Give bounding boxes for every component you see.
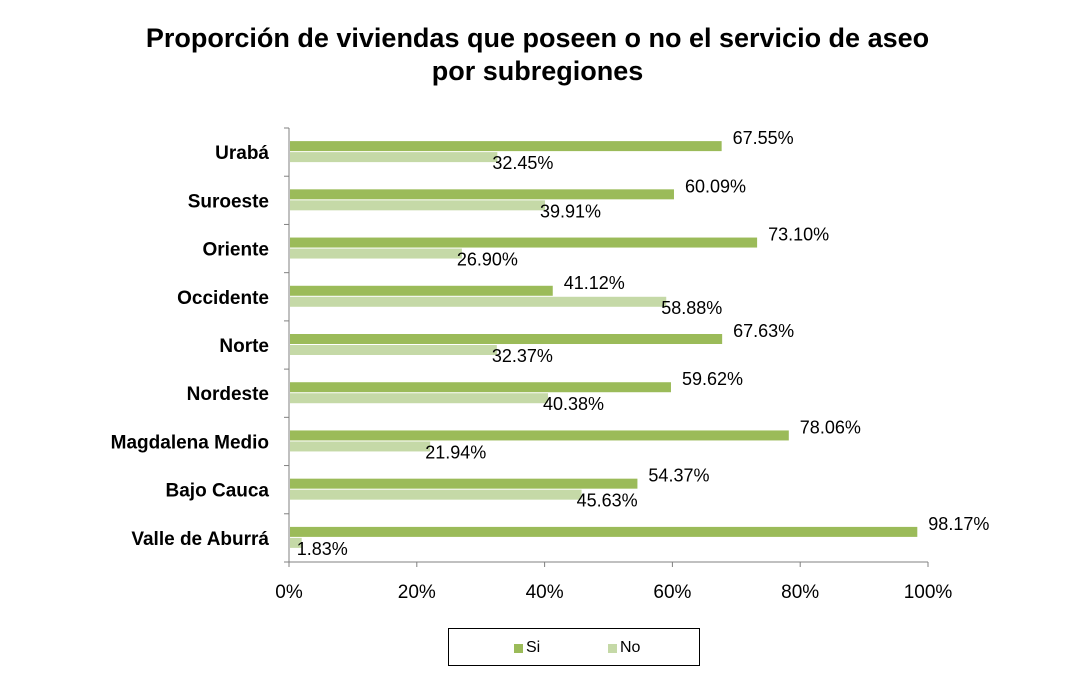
bar-si [290, 526, 918, 537]
bar-si [290, 430, 789, 441]
category-label: Oriente [202, 240, 269, 261]
data-label-si: 54.37% [648, 466, 709, 486]
bar-no [290, 393, 549, 404]
bar-no [290, 248, 462, 259]
bar-si [290, 189, 674, 200]
bar-si [290, 141, 722, 152]
bar-no [290, 345, 497, 355]
category-label: Suroeste [188, 191, 269, 212]
legend-swatch-si [514, 644, 523, 653]
data-label-si: 78.06% [800, 417, 861, 437]
category-label: Norte [219, 336, 269, 357]
bar-si [290, 237, 758, 248]
data-label-si: 98.17% [928, 514, 989, 534]
bar-no [290, 152, 498, 163]
data-label-si: 41.12% [564, 273, 625, 293]
bar-no [290, 200, 546, 211]
data-label-no: 40.38% [543, 394, 604, 414]
bar-si [290, 478, 638, 489]
x-tick-label: 80% [781, 582, 819, 603]
category-label: Valle de Aburrá [131, 529, 269, 550]
data-label-no: 32.45% [492, 153, 553, 173]
category-label: Occidente [177, 288, 269, 309]
data-label-si: 59.62% [682, 369, 743, 389]
category-label: Urabá [215, 143, 269, 164]
bar-no [290, 537, 302, 548]
bar-si [290, 285, 553, 296]
chart-title-line-1: Proporción de viviendas que poseen o no … [145, 23, 930, 53]
x-tick-label: 0% [275, 582, 303, 603]
bar-no [290, 489, 582, 500]
category-label: Bajo Cauca [166, 481, 270, 502]
chart-title-line-2: por subregiones [431, 56, 644, 86]
data-label-no: 58.88% [661, 298, 722, 318]
data-label-no: 1.83% [297, 539, 348, 559]
data-label-si: 67.63% [733, 321, 794, 341]
legend-swatch-no [608, 644, 617, 653]
data-label-no: 45.63% [577, 491, 638, 511]
data-label-si: 73.10% [768, 225, 829, 245]
data-label-si: 60.09% [685, 176, 746, 196]
data-label-no: 39.91% [540, 201, 601, 221]
legend: Si No [448, 628, 700, 666]
data-label-no: 26.90% [457, 250, 518, 270]
x-tick-label: 20% [398, 582, 436, 603]
category-label: Magdalena Medio [111, 432, 269, 453]
data-label-si: 67.55% [733, 128, 794, 148]
data-label-no: 21.94% [425, 442, 486, 462]
x-tick-label: 40% [526, 582, 564, 603]
bar-si [290, 382, 671, 393]
bar-no [290, 296, 667, 307]
legend-label-si: Si [526, 639, 541, 656]
data-label-no: 32.37% [492, 346, 553, 366]
x-tick-label: 100% [904, 582, 953, 603]
bar-si [290, 334, 723, 344]
legend-label-no: No [620, 639, 641, 656]
category-label: Nordeste [187, 384, 269, 405]
x-tick-label: 60% [653, 582, 691, 603]
chart-title: Proporción de viviendas que poseen o no … [0, 22, 1075, 88]
bar-no [290, 441, 431, 452]
